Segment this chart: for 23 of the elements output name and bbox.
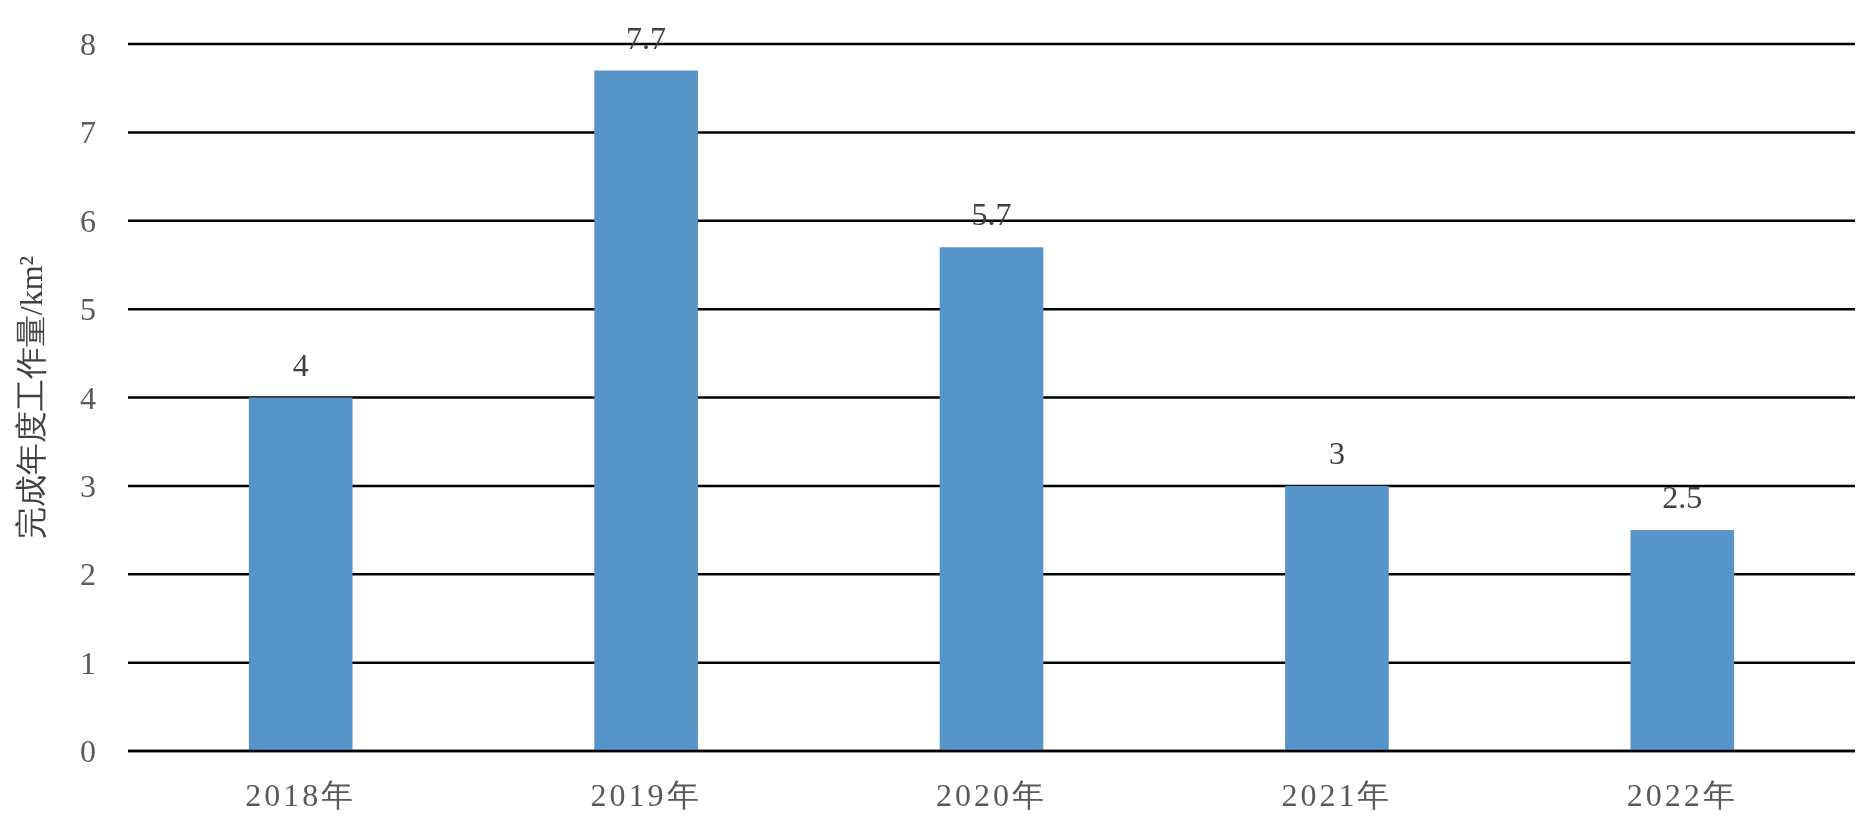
bar xyxy=(1285,485,1389,751)
bar xyxy=(939,247,1044,751)
y-tick-label: 0 xyxy=(80,733,96,769)
data-label: 3 xyxy=(1328,434,1345,471)
x-tick-label: 2020年 xyxy=(936,777,1047,813)
bar xyxy=(594,70,698,751)
x-tick-label: 2022年 xyxy=(1626,777,1738,813)
y-tick-label: 3 xyxy=(80,467,96,504)
y-tick-label: 2 xyxy=(80,556,96,593)
x-tick-label: 2018年 xyxy=(245,777,357,813)
x-tick-label: 2021年 xyxy=(1281,777,1393,813)
bar xyxy=(1630,530,1735,751)
y-tick-label: 8 xyxy=(80,26,96,62)
data-label: 2.5 xyxy=(1662,479,1703,516)
data-label: 4 xyxy=(292,346,309,383)
y-tick-label: 7 xyxy=(80,114,96,151)
y-tick-label: 5 xyxy=(80,291,96,328)
y-tick-label: 1 xyxy=(80,644,96,681)
y-tick-label: 6 xyxy=(80,202,96,239)
y-tick-label: 4 xyxy=(80,379,96,416)
bar xyxy=(248,397,353,751)
y-axis-title: 完成年度工作量/km² xyxy=(13,255,49,540)
x-tick-label: 2019年 xyxy=(590,777,702,813)
